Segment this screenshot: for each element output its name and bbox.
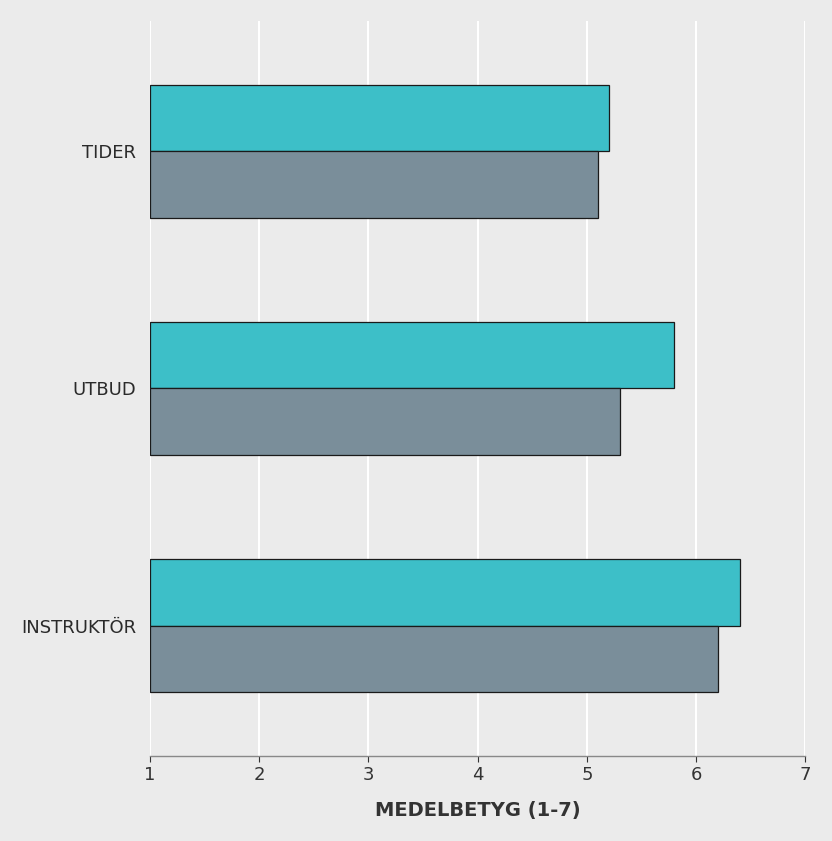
Bar (150, 389, 620, 455)
Bar (150, 626, 718, 692)
X-axis label: MEDELBETYG (1-7): MEDELBETYG (1-7) (375, 801, 581, 820)
Bar (150, 322, 674, 389)
Bar (150, 85, 609, 151)
Bar (150, 151, 598, 218)
Bar (150, 559, 740, 626)
